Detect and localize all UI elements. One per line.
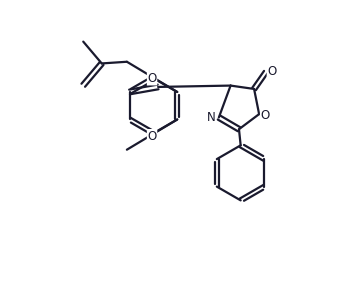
Text: O: O [261, 109, 270, 122]
Text: O: O [147, 130, 157, 142]
Text: O: O [267, 65, 276, 79]
Text: N: N [207, 111, 216, 124]
Text: O: O [147, 72, 157, 85]
